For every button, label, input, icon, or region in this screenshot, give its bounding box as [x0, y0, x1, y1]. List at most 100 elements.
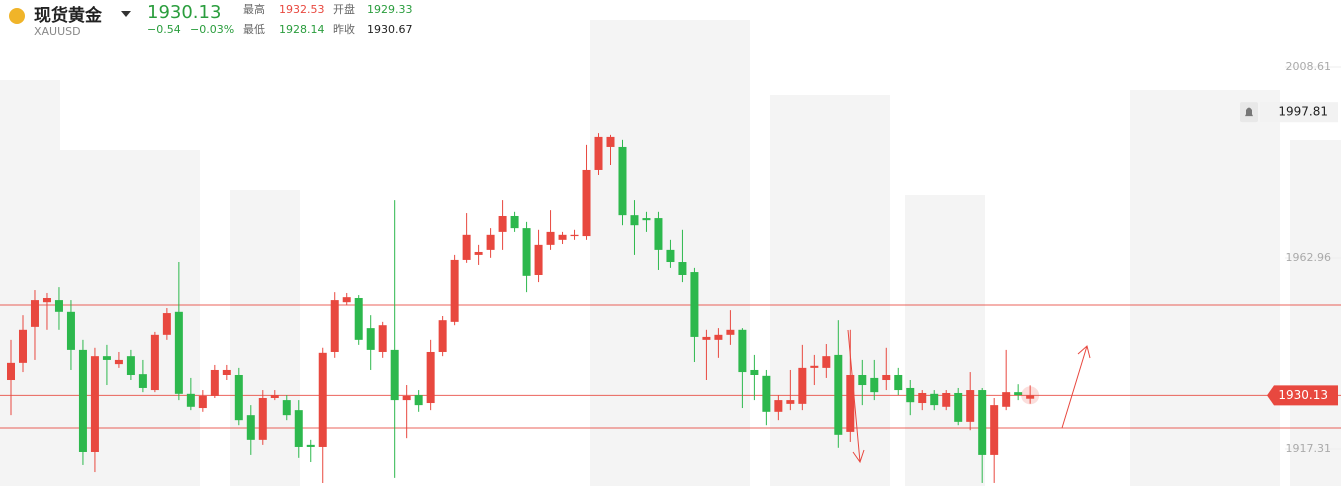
candle-body: [774, 400, 783, 412]
candle-body: [90, 356, 99, 452]
candle-body: [606, 136, 615, 147]
candle-body: [7, 362, 15, 381]
candle-body: [1026, 395, 1035, 399]
candle-body: [942, 392, 951, 407]
candle-body: [54, 300, 63, 312]
candle-body: [1002, 392, 1011, 407]
stat-label: 最低: [243, 23, 265, 36]
candle-body: [174, 311, 183, 394]
candle-body: [678, 262, 687, 275]
candle-body: [702, 336, 711, 340]
candle-body: [438, 320, 447, 352]
gold-icon: [9, 8, 25, 24]
candle-body: [294, 410, 303, 447]
candle-body: [726, 329, 735, 335]
candle-body: [558, 234, 567, 240]
y-tick-label: 1917.31: [1286, 442, 1332, 455]
stat-value: 1929.33: [367, 3, 413, 16]
candle-body: [414, 395, 423, 406]
candle-body: [222, 369, 231, 375]
candle-body: [714, 334, 723, 340]
instrument-name[interactable]: 现货黄金: [34, 5, 103, 26]
candle-body: [114, 359, 123, 365]
candle-body: [42, 298, 51, 303]
candle-body: [894, 374, 903, 391]
candle-body: [150, 334, 159, 391]
candle-body: [690, 272, 699, 337]
candle-body: [582, 169, 591, 237]
candle-body: [858, 374, 867, 386]
candle-body: [270, 395, 279, 399]
dropdown-arrow[interactable]: [121, 11, 131, 17]
candle-body: [126, 356, 135, 375]
y-tick-label: 1962.96: [1286, 251, 1332, 264]
candle-body: [594, 136, 603, 170]
last-price-glow: [1021, 386, 1040, 405]
candle-body: [30, 300, 39, 327]
candle-body: [918, 392, 927, 404]
candle-body: [450, 259, 459, 322]
candle-body: [930, 393, 939, 406]
candle-body: [234, 374, 243, 421]
stat-label: 开盘: [333, 2, 355, 16]
candle-body: [486, 234, 495, 250]
stat-value: 1932.53: [279, 3, 325, 16]
symbol: XAUUSD: [34, 25, 81, 38]
y-tick-label: 2008.61: [1286, 60, 1332, 73]
candle-body: [570, 234, 579, 237]
candle-body: [258, 398, 267, 440]
candle-body: [870, 377, 879, 393]
candle-body: [762, 375, 771, 412]
candle-body: [822, 356, 831, 368]
candle-body: [198, 395, 207, 409]
candle-body: [246, 415, 255, 440]
candle-body: [66, 311, 75, 350]
stat-value: 1928.14: [279, 23, 325, 36]
candle-body: [366, 328, 375, 350]
candle-body: [282, 400, 291, 416]
candle-body: [954, 392, 963, 422]
last-price-label: 1930.13: [1278, 388, 1328, 402]
candle-body: [186, 393, 195, 407]
candle-body: [534, 244, 543, 275]
candle-body: [522, 228, 531, 276]
last-price-box: [1267, 385, 1338, 406]
candle-body: [18, 329, 27, 363]
change: −0.54: [147, 23, 181, 36]
alert-price-box: [1260, 102, 1338, 123]
candle-body: [810, 365, 819, 368]
candle-body: [738, 329, 747, 373]
candle-body: [966, 390, 975, 422]
candle-body: [750, 369, 759, 375]
candle-body: [426, 351, 435, 404]
alert-price-label: 1997.81: [1278, 105, 1328, 119]
candle-body: [666, 249, 675, 263]
candle-body: [618, 146, 627, 216]
candle-body: [546, 231, 555, 245]
candle-body: [342, 297, 351, 303]
candle-body: [474, 251, 483, 255]
change-pct: −0.03%: [190, 23, 234, 36]
candle-body: [990, 405, 999, 455]
candle-body: [510, 215, 519, 229]
candle-body: [210, 369, 219, 396]
candle-body: [318, 352, 327, 447]
stat-label: 昨收: [333, 22, 355, 36]
candle-body: [978, 390, 987, 455]
candle-body: [834, 354, 843, 435]
candle-body: [306, 444, 315, 447]
price: 1930.13: [147, 2, 221, 23]
candle-body: [330, 300, 339, 352]
alert-bell: [1245, 107, 1253, 117]
candle-body: [390, 349, 399, 401]
candle-body: [642, 218, 651, 221]
candle-body: [78, 349, 87, 452]
candle-body: [882, 374, 891, 381]
candle-body: [354, 298, 363, 340]
candle-body: [846, 374, 855, 432]
trend-arrow: [1061, 345, 1091, 429]
candle-body: [462, 234, 471, 260]
candle-body: [498, 215, 507, 232]
